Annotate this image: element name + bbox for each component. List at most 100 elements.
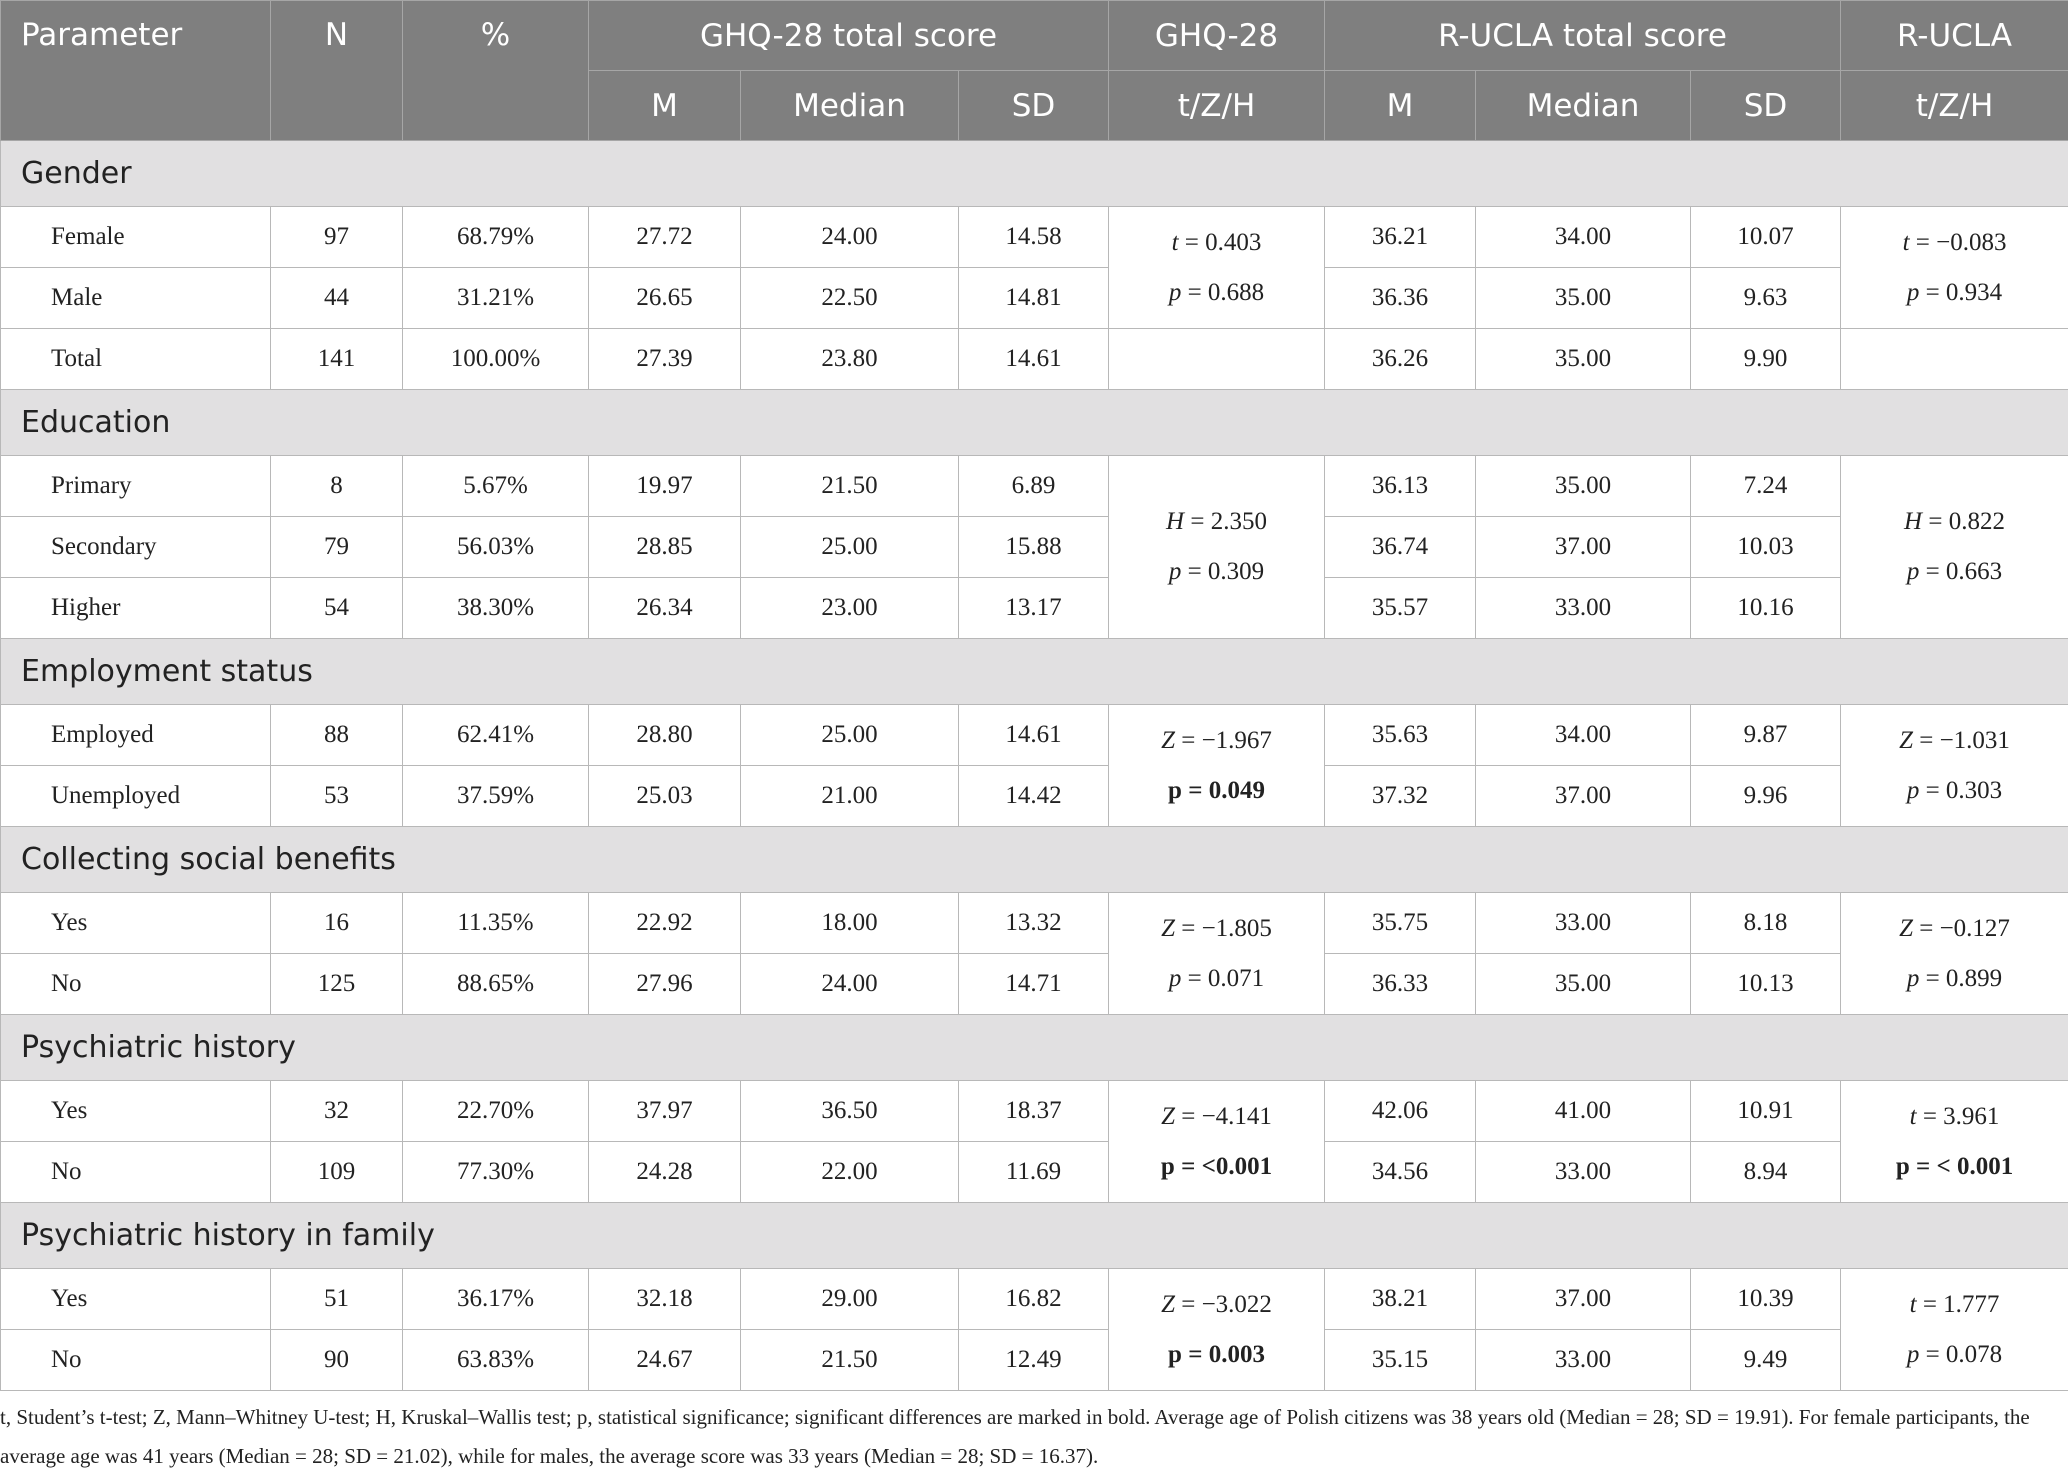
data-row: Yes 32 22.70% 37.97 36.50 18.37 Z = −4.141 p = … — [0, 1080, 2068, 1203]
cell: 5.67% — [402, 455, 589, 517]
cell: 77.30% — [402, 1141, 589, 1203]
cell: No — [0, 1329, 271, 1391]
cell: 33.00 — [1475, 892, 1691, 954]
cell: Yes — [0, 892, 271, 954]
cell: Employed — [0, 704, 271, 766]
cell: 14.61 — [958, 328, 1109, 390]
cell: 141 — [270, 328, 403, 390]
cell: 27.72 — [588, 206, 741, 268]
test-cell: Z = −0.127 p = 0.899 — [1840, 892, 2068, 1015]
cell: 18.37 — [958, 1080, 1109, 1142]
data-row: Yes 16 11.35% 22.92 18.00 13.32 Z = −1.805 p = … — [0, 892, 2068, 1015]
cell: 25.03 — [588, 765, 741, 827]
cell: 23.00 — [740, 577, 959, 639]
header-cell: Median — [740, 70, 959, 141]
header-cell: N — [270, 0, 403, 141]
section-row: Psychiatric history — [0, 1014, 2068, 1081]
cell: 10.13 — [1689, 953, 1842, 1015]
section-row: Psychiatric history in family — [0, 1202, 2068, 1269]
header-cell: GHQ-28 — [1108, 0, 1325, 71]
cell: 35.75 — [1324, 892, 1476, 954]
cell: 13.17 — [958, 577, 1109, 639]
cell: 21.50 — [740, 455, 959, 517]
test-statistic: Z = −1.031 — [1899, 726, 2010, 754]
cell: 8 — [270, 455, 403, 517]
cell: 35.15 — [1324, 1329, 1476, 1391]
test-cell: t = 1.777 p = 0.078 — [1840, 1268, 2068, 1391]
section-row: Gender — [0, 140, 2068, 207]
cell: 41.00 — [1475, 1080, 1691, 1142]
cell: 14.81 — [958, 267, 1109, 329]
section-title: Collecting social benefits — [0, 826, 2068, 893]
cell: 14.61 — [958, 704, 1109, 766]
cell: 22.00 — [740, 1141, 959, 1203]
cell: 37.00 — [1475, 765, 1691, 827]
data-row: No 90 63.83% 24.67 21.50 12.49 35.15 33.00 9.49 — [0, 1329, 2068, 1391]
test-p-value: p = 0.309 — [1168, 558, 1265, 585]
cell: Yes — [0, 1268, 271, 1330]
cell: 97 — [270, 206, 403, 268]
test-cell: Z = −1.967 p = 0.049 — [1108, 704, 1325, 827]
test-p-value: p = 0.071 — [1168, 964, 1265, 992]
cell: 10.91 — [1689, 1080, 1842, 1142]
cell: 35.00 — [1475, 328, 1691, 390]
cell: 33.00 — [1475, 1141, 1691, 1203]
cell: 22.50 — [740, 267, 959, 329]
test-cell: Z = −1.031 p = 0.303 — [1840, 704, 2068, 827]
test-cell: Z = −3.022 p = 0.003 — [1108, 1268, 1325, 1391]
header-cell: SD — [958, 70, 1109, 141]
test-p-value: p = 0.049 — [1168, 776, 1265, 804]
cell: 34.56 — [1324, 1141, 1476, 1203]
test-statistic: Z = −0.127 — [1899, 914, 2010, 942]
cell: 7.24 — [1689, 455, 1842, 517]
cell: 34.00 — [1475, 206, 1691, 268]
test-cell: t = 3.961 p = < 0.001 — [1840, 1080, 2068, 1203]
cell: 18.00 — [740, 892, 959, 954]
cell: 42.06 — [1324, 1080, 1476, 1142]
cell: 21.00 — [740, 765, 959, 827]
data-row: No 125 88.65% 27.96 24.00 14.71 36.33 35.00 10.1… — [0, 953, 2068, 1015]
cell: 37.59% — [402, 765, 589, 827]
cell: 19.97 — [588, 455, 741, 517]
test-statistic: Z = −1.805 — [1161, 914, 1272, 942]
header-cell: M — [1324, 70, 1476, 141]
test-statistic: t = 0.403 — [1171, 228, 1262, 256]
cell: Higher — [0, 577, 271, 639]
section-row: Collecting social benefits — [0, 826, 2068, 893]
test-cell: t = 0.403 p = 0.688 — [1108, 206, 1325, 329]
cell: 10.39 — [1689, 1268, 1842, 1330]
cell: 8.94 — [1689, 1141, 1842, 1203]
cell: 11.69 — [958, 1141, 1109, 1203]
cell: Female — [0, 206, 271, 268]
cell: 12.49 — [958, 1329, 1109, 1391]
cell: 8.18 — [1689, 892, 1842, 954]
data-row: Male 44 31.21% 26.65 22.50 14.81 36.36 35.00 9.6… — [0, 267, 2068, 329]
cell: 31.21% — [402, 267, 589, 329]
cell: 37.97 — [588, 1080, 741, 1142]
test-cell: H = 2.350 p = 0.309 — [1108, 455, 1325, 639]
cell: No — [0, 953, 271, 1015]
cell: 9.63 — [1689, 267, 1842, 329]
cell: 36.17% — [402, 1268, 589, 1330]
cell: 36.50 — [740, 1080, 959, 1142]
test-p-value: p = <0.001 — [1160, 1152, 1273, 1180]
cell: 28.85 — [588, 516, 741, 578]
cell: 36.74 — [1324, 516, 1476, 578]
data-row: No 109 77.30% 24.28 22.00 11.69 34.56 33.00 8.94 — [0, 1141, 2068, 1203]
footnote: t, Student’s t-test; Z, Mann–Whitney U-t… — [0, 1405, 2030, 1468]
cell: 21.50 — [740, 1329, 959, 1391]
cell: 25.00 — [740, 704, 959, 766]
cell: 22.70% — [402, 1080, 589, 1142]
data-row: Higher 54 38.30% 26.34 23.00 13.17 35.57 33.00 1… — [0, 577, 2068, 639]
cell: 32.18 — [588, 1268, 741, 1330]
cell: 9.96 — [1689, 765, 1842, 827]
cell: 24.00 — [740, 953, 959, 1015]
cell: 26.34 — [588, 577, 741, 639]
cell: 15.88 — [958, 516, 1109, 578]
header-cell: R-UCLA total score — [1323, 0, 1842, 71]
cell: 62.41% — [402, 704, 589, 766]
test-p-value: p = 0.899 — [1906, 964, 2003, 992]
cell: 34.00 — [1475, 704, 1691, 766]
test-statistic: t = −0.083 — [1902, 228, 2007, 256]
cell: 24.00 — [740, 206, 959, 268]
